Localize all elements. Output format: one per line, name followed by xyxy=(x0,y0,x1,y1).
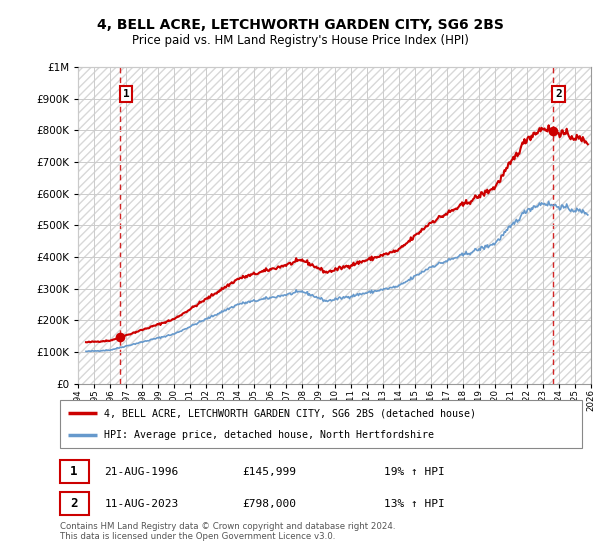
Text: 4, BELL ACRE, LETCHWORTH GARDEN CITY, SG6 2BS (detached house): 4, BELL ACRE, LETCHWORTH GARDEN CITY, SG… xyxy=(104,408,476,418)
Text: 21-AUG-1996: 21-AUG-1996 xyxy=(104,466,179,477)
Text: Price paid vs. HM Land Registry's House Price Index (HPI): Price paid vs. HM Land Registry's House … xyxy=(131,34,469,46)
FancyBboxPatch shape xyxy=(60,460,89,483)
FancyBboxPatch shape xyxy=(60,492,89,515)
FancyBboxPatch shape xyxy=(60,400,582,448)
Text: 2: 2 xyxy=(555,89,562,99)
Text: HPI: Average price, detached house, North Hertfordshire: HPI: Average price, detached house, Nort… xyxy=(104,430,434,440)
Text: £145,999: £145,999 xyxy=(242,466,296,477)
Text: 11-AUG-2023: 11-AUG-2023 xyxy=(104,499,179,509)
Text: 1: 1 xyxy=(123,89,130,99)
Text: 13% ↑ HPI: 13% ↑ HPI xyxy=(383,499,445,509)
Text: 2: 2 xyxy=(70,497,78,510)
Text: £798,000: £798,000 xyxy=(242,499,296,509)
Text: 1: 1 xyxy=(70,465,78,478)
Text: 4, BELL ACRE, LETCHWORTH GARDEN CITY, SG6 2BS: 4, BELL ACRE, LETCHWORTH GARDEN CITY, SG… xyxy=(97,18,503,32)
Text: Contains HM Land Registry data © Crown copyright and database right 2024.
This d: Contains HM Land Registry data © Crown c… xyxy=(60,522,395,542)
Text: 19% ↑ HPI: 19% ↑ HPI xyxy=(383,466,445,477)
